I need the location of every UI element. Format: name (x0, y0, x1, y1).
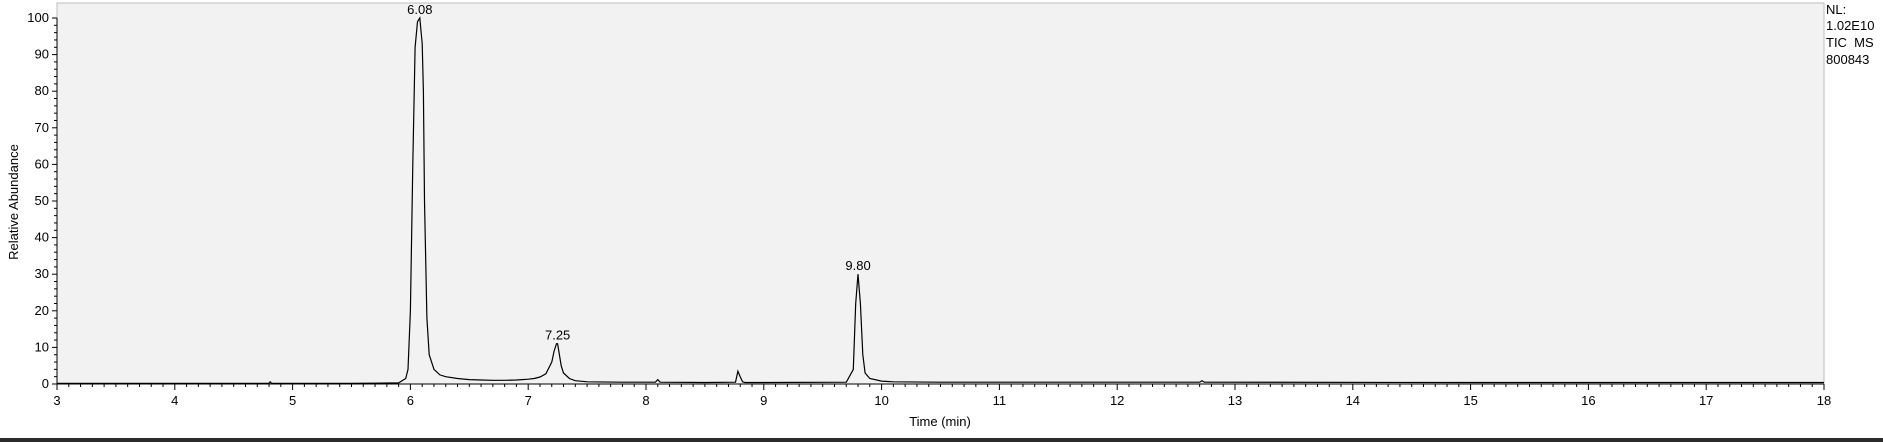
y-tick-label: 60 (35, 156, 49, 171)
y-tick-label: 40 (35, 230, 49, 245)
x-tick-label: 6 (407, 393, 414, 408)
x-tick-label: 5 (289, 393, 296, 408)
x-tick-label: 10 (874, 393, 888, 408)
x-tick-label: 7 (525, 393, 532, 408)
x-tick-label: 17 (1699, 393, 1713, 408)
x-tick-label: 14 (1346, 393, 1360, 408)
x-tick-label: 18 (1817, 393, 1831, 408)
plot-area (56, 2, 1825, 385)
x-tick-label: 11 (993, 393, 1007, 408)
peak-label: 7.25 (545, 328, 570, 343)
peak-label: 6.08 (407, 2, 432, 17)
y-tick-label: 10 (35, 339, 49, 354)
x-tick-label: 13 (1228, 393, 1242, 408)
x-tick-label: 8 (642, 393, 649, 408)
x-tick-label: 15 (1463, 393, 1477, 408)
bottom-border (0, 438, 1883, 442)
y-axis-ticks: 0 10 20 30 40 50 60 70 80 90 100 (27, 10, 57, 391)
x-tick-label: 3 (53, 393, 60, 408)
x-tick-label: 4 (171, 393, 178, 408)
y-axis-title: Relative Abundance (6, 144, 21, 260)
file-name: 800843 (1826, 52, 1869, 67)
tic-trace-line (57, 16, 1824, 384)
x-tick-label: 12 (1110, 393, 1124, 408)
peak-labels: 6.08 7.25 9.80 (407, 2, 871, 343)
nl-value: 1.02E10 (1826, 18, 1874, 33)
y-tick-label: 80 (35, 83, 49, 98)
scan-type: TIC MS (1826, 35, 1874, 50)
nl-label: NL: (1826, 2, 1846, 17)
y-tick-label: 20 (35, 303, 49, 318)
x-axis-ticks: 3 4 5 6 7 8 9 10 11 12 13 14 15 16 17 18 (53, 384, 1831, 408)
y-tick-label: 70 (35, 120, 49, 135)
x-axis-title: Time (min) (909, 414, 971, 429)
x-tick-label: 9 (760, 393, 767, 408)
info-block: NL: 1.02E10 TIC MS 800843 (1826, 2, 1874, 67)
y-tick-label: 0 (42, 376, 49, 391)
x-tick-label: 16 (1581, 393, 1595, 408)
peak-label: 9.80 (845, 258, 870, 273)
y-tick-label: 50 (35, 193, 49, 208)
y-tick-label: 90 (35, 47, 49, 62)
y-tick-label: 100 (27, 10, 49, 25)
y-tick-label: 30 (35, 266, 49, 281)
